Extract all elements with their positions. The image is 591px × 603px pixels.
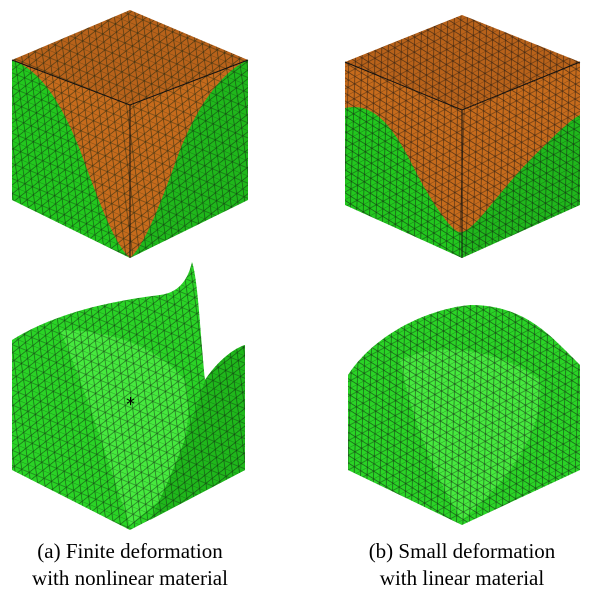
page: {"panels": [ {"caption_lines": ["(a) Fin…	[0, 0, 591, 603]
caption-line: (a) Finite deformation	[0, 538, 270, 565]
figure: *	[0, 0, 591, 535]
caption-line: with nonlinear material	[0, 565, 270, 592]
mesh-a-top	[12, 10, 248, 258]
caption-line: (b) Small deformation	[322, 538, 591, 565]
caption-a: (a) Finite deformation with nonlinear ma…	[0, 538, 270, 592]
mesh-b-bottom	[348, 305, 580, 525]
caption-line: with linear material	[322, 565, 591, 592]
marker: *	[126, 394, 135, 415]
caption-b: (b) Small deformation with linear materi…	[322, 538, 591, 592]
mesh-a-bottom: *	[12, 262, 245, 530]
mesh-b-top	[345, 15, 580, 258]
